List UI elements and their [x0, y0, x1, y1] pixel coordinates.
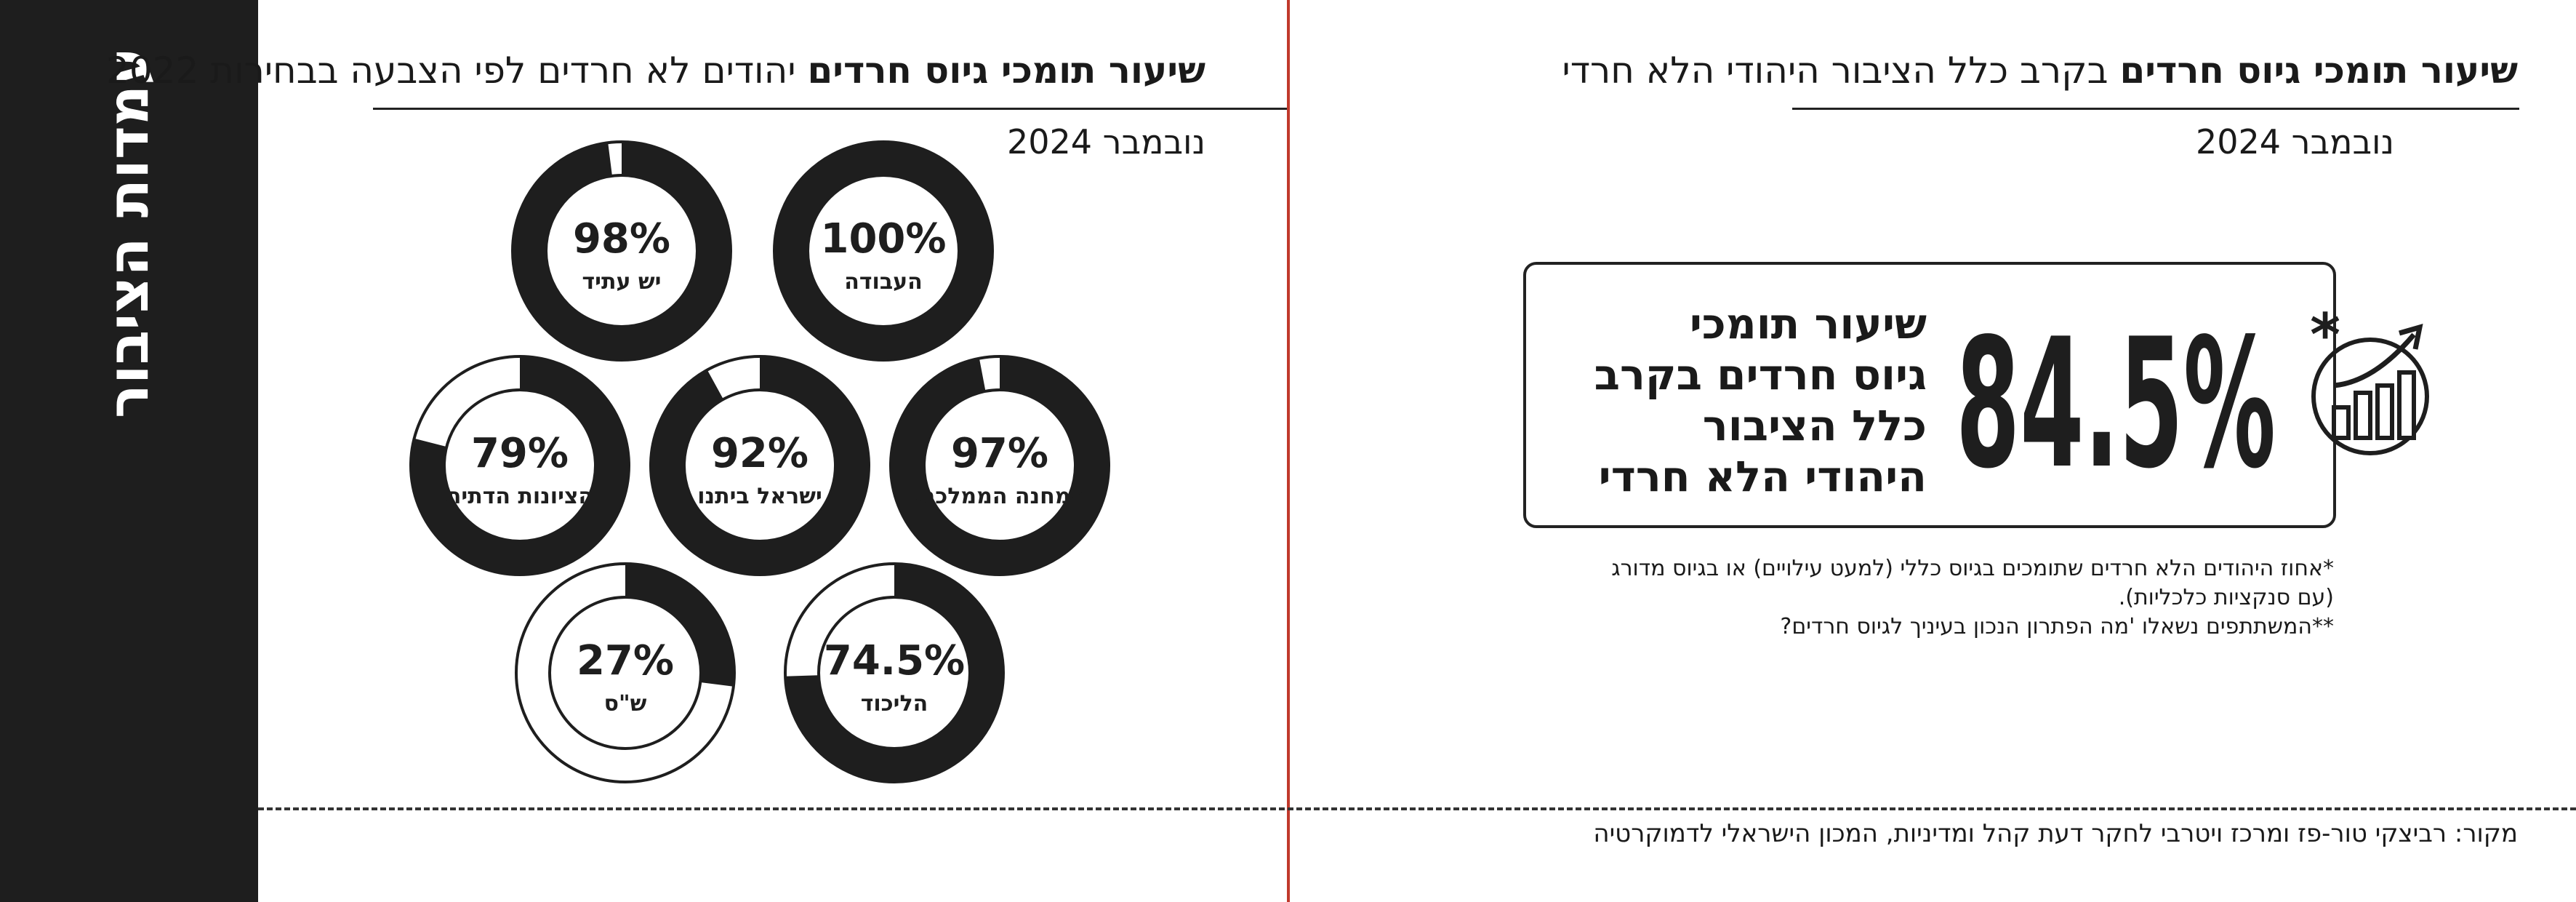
donut-arc	[411, 356, 629, 575]
donut-inner-outline	[806, 174, 960, 328]
donut-arc	[785, 564, 1003, 782]
stat-label-line: גיוס חרדים בקרב	[1594, 350, 1927, 399]
footnote: **המשתתפים נשאלו 'מה הפתרון הנכון בעיניך…	[1780, 614, 2334, 639]
donut-party-label: המחנה הממלכתי	[914, 484, 1086, 509]
donut-value-label: 98%	[573, 215, 670, 263]
donut-party-label: ישראל ביתנו	[697, 484, 822, 509]
donut-value-label: 100%	[820, 215, 946, 263]
left-heading-bold: שיעור תומכי גיוס חרדים	[807, 49, 1205, 92]
donut-inner-outline	[443, 388, 597, 543]
right-heading-rule	[1792, 108, 2519, 110]
donut-inner-outline	[683, 388, 837, 543]
stat-value-text: 84.5%	[1956, 300, 2276, 498]
donut-inner-outline	[548, 596, 702, 750]
donut-6: 27% ש"ס	[515, 562, 736, 783]
donut-party-label: יש עתיד	[582, 269, 662, 295]
donut-value-label: 79%	[471, 430, 569, 477]
donut-outline	[649, 355, 870, 576]
donut-outline	[773, 140, 994, 362]
center-divider	[1287, 0, 1290, 902]
asterisk-mark: *	[2310, 306, 2340, 369]
left-heading-rule	[373, 108, 1287, 110]
source-note: מקור: רביצקי טור-פז ומרכז ויטרבי לחקר דע…	[1593, 819, 2518, 848]
donut-value-label: 97%	[951, 430, 1048, 477]
donut-1: 98% יש עתיד	[511, 140, 732, 362]
right-heading-bold: שיעור תומכי גיוס חרדים	[2119, 49, 2518, 92]
donut-arc	[891, 356, 1109, 575]
right-heading-rest: בקרב כלל הציבור היהודי הלא חרדי	[1562, 49, 2108, 92]
footnote: (עם סנקציות כלכליות).	[2118, 585, 2334, 610]
left-heading-rest: יהודים לא חרדים לפי הצבעה בבחירות 2022	[106, 49, 796, 92]
donut-party-label: העבודה	[844, 269, 922, 295]
donut-inner-outline	[817, 596, 971, 750]
donut-party-label: ש"ס	[604, 691, 647, 717]
stat-label-line: שיעור תומכי	[1689, 299, 1927, 348]
donut-value-label: 92%	[711, 430, 808, 477]
donut-outline	[515, 562, 736, 783]
stat-label-line: כלל הציבור	[1702, 401, 1927, 450]
left-panel-date: נובמבר 2024	[1006, 122, 1205, 161]
donut-party-label: הציונות הדתית	[446, 484, 593, 509]
footer-divider	[258, 807, 2576, 810]
stat-label: שיעור תומכי גיוס חרדים בקרב כלל הציבור ה…	[1585, 298, 1927, 502]
donut-arc	[513, 142, 731, 360]
sidebar: עמדות הציבור	[0, 0, 258, 902]
footnote: *אחוז היהודים הלא חרדים שתומכים בגיוס כל…	[1611, 556, 2334, 581]
donut-outline	[409, 355, 630, 576]
donut-outline	[889, 355, 1110, 576]
footnotes: *אחוז היהודים הלא חרדים שתומכים בגיוס כל…	[1520, 554, 2334, 642]
donut-2: 97% המחנה הממלכתי	[889, 355, 1110, 576]
donut-outline	[511, 140, 732, 362]
stat-label-line: היהודי הלא חרדי	[1598, 452, 1927, 501]
donut-arc	[651, 356, 869, 575]
donut-party-label: הליכוד	[861, 691, 928, 717]
donut-inner-outline	[923, 388, 1077, 543]
donut-5: 74.5% הליכוד	[784, 562, 1005, 783]
growth-chart-icon: *	[2305, 301, 2443, 466]
donut-value-label: 74.5%	[824, 637, 965, 685]
stat-box	[1523, 262, 2336, 528]
donut-3: 92% ישראל ביתנו	[649, 355, 870, 576]
sidebar-title: עמדות הציבור	[96, 47, 161, 419]
stat-value: 84.5%	[1949, 295, 2283, 508]
donut-outline	[784, 562, 1005, 783]
donut-value-label: 27%	[577, 637, 674, 685]
donut-4: 79% הציונות הדתית	[409, 355, 630, 576]
donut-arc	[625, 564, 734, 687]
donut-arc	[774, 142, 992, 360]
donut-0: 100% העבודה	[773, 140, 994, 362]
left-panel-heading: שיעור תומכי גיוס חרדים יהודים לא חרדים ל…	[106, 49, 1205, 92]
right-panel-heading: שיעור תומכי גיוס חרדים בקרב כלל הציבור ה…	[1562, 49, 2518, 92]
right-panel-date: נובמבר 2024	[2195, 122, 2394, 161]
donut-inner-outline	[545, 174, 699, 328]
